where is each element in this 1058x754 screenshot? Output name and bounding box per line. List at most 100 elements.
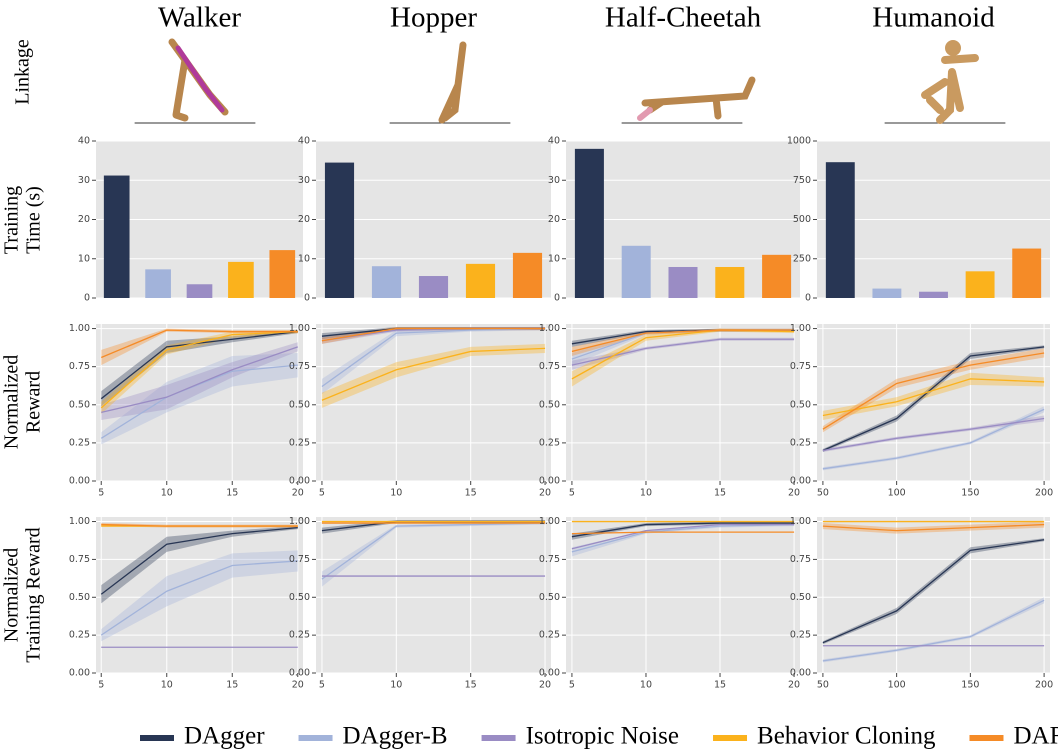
- row-label: Normalized: [1, 548, 23, 642]
- error-band: [822, 538, 1045, 645]
- x-tick-label: 50: [817, 680, 829, 691]
- error-band: [321, 521, 546, 587]
- series-line: [321, 327, 546, 342]
- x-tick-label: 50: [817, 488, 829, 499]
- y-tick-label: 0.00: [790, 668, 811, 679]
- y-tick-label: 1.00: [790, 516, 811, 527]
- bar: [1012, 248, 1042, 298]
- row-label: Reward: [23, 371, 45, 433]
- x-tick-label: 20: [539, 488, 551, 499]
- y-tick-label: 0.00: [289, 668, 310, 679]
- x-tick-label: 15: [465, 488, 477, 499]
- bar: [574, 148, 604, 298]
- x-tick-label: 10: [640, 680, 652, 691]
- series-line: [321, 327, 546, 388]
- x-tick-label: 150: [961, 488, 979, 499]
- bar: [919, 291, 948, 298]
- y-tick-label: 0.00: [69, 668, 90, 679]
- bar: [621, 245, 651, 298]
- x-tick-label: 200: [1035, 488, 1053, 499]
- series-line: [100, 329, 298, 359]
- y-tick-label: 0.00: [289, 476, 310, 487]
- error-band: [101, 328, 298, 366]
- series-line: [571, 338, 795, 366]
- error-band: [321, 327, 546, 395]
- y-tick-label: 0.25: [790, 437, 811, 448]
- y-tick-label: 0.75: [790, 554, 811, 565]
- linkage-drawings: [134, 38, 1006, 124]
- series-line: [822, 408, 1045, 470]
- humanoid-head: [945, 40, 961, 56]
- x-tick-label: 20: [539, 680, 551, 691]
- x-tick-label: 10: [161, 488, 173, 499]
- column-title: Walker: [158, 2, 241, 34]
- bar: [825, 162, 855, 298]
- y-tick-label: 0.75: [69, 554, 90, 565]
- error-band: [822, 521, 1045, 534]
- y-tick-label: 0.75: [289, 361, 310, 372]
- series-line: [100, 364, 298, 439]
- x-tick-label: 5: [319, 488, 325, 499]
- x-tick-label: 200: [1035, 680, 1053, 691]
- bar: [418, 276, 449, 298]
- y-tick-label: 0.25: [289, 437, 310, 448]
- y-tick-label: 0.75: [289, 554, 310, 565]
- y-tick-label: 0.75: [790, 361, 811, 372]
- x-tick-label: 10: [161, 680, 173, 691]
- bar: [965, 271, 995, 298]
- x-tick-label: 5: [98, 488, 104, 499]
- x-tick-label: 20: [292, 488, 304, 499]
- x-tick-label: 5: [569, 680, 575, 691]
- series-line: [571, 523, 795, 550]
- x-tick-label: 10: [390, 680, 402, 691]
- x-tick-label: 15: [465, 680, 477, 691]
- series-line: [100, 330, 298, 400]
- walker-leg: [175, 45, 225, 113]
- y-tick-label: 1.00: [289, 323, 310, 334]
- series-line: [822, 599, 1045, 662]
- bar: [145, 269, 171, 298]
- y-tick-label: 250: [793, 253, 811, 264]
- error-band: [822, 372, 1045, 421]
- series-line: [100, 526, 298, 595]
- humanoid-body: [921, 54, 979, 124]
- y-tick-label: 1.00: [289, 516, 310, 527]
- x-tick-label: 150: [961, 680, 979, 691]
- y-tick-label: 1.00: [69, 323, 90, 334]
- y-tick-label: 40: [548, 136, 560, 147]
- x-tick-label: 20: [292, 680, 304, 691]
- x-tick-label: 10: [640, 488, 652, 499]
- series-line: [321, 347, 546, 401]
- row-label: Linkage: [12, 39, 34, 105]
- bar: [872, 288, 902, 298]
- y-tick-label: 0.50: [790, 399, 811, 410]
- y-tick-label: 1.00: [69, 516, 90, 527]
- hopper-body: [438, 41, 467, 124]
- bar: [103, 175, 130, 298]
- column-title: Humanoid: [872, 2, 995, 34]
- y-tick-label: 0.00: [539, 668, 560, 679]
- y-tick-label: 10: [78, 253, 90, 264]
- y-tick-label: 20: [78, 214, 90, 225]
- error-band: [101, 352, 298, 445]
- row-label: Training Reward: [23, 527, 45, 662]
- x-tick-label: 100: [888, 488, 906, 499]
- series-line: [822, 539, 1045, 644]
- y-tick-label: 0.50: [69, 399, 90, 410]
- row-label: Training: [1, 186, 23, 254]
- plot-background: [817, 324, 1050, 481]
- column-title: Hopper: [390, 2, 477, 34]
- y-tick-label: 0.50: [539, 399, 560, 410]
- y-tick-label: 40: [298, 136, 310, 147]
- series-line: [101, 523, 298, 527]
- y-tick-label: 750: [793, 175, 811, 186]
- plot-background: [566, 324, 800, 481]
- y-tick-label: 0: [805, 293, 811, 304]
- series-line: [822, 523, 1045, 532]
- plot-background: [316, 517, 551, 673]
- y-tick-label: 30: [78, 175, 90, 186]
- cheetah-body: [641, 76, 756, 120]
- x-tick-label: 100: [888, 680, 906, 691]
- x-tick-label: 10: [390, 488, 402, 499]
